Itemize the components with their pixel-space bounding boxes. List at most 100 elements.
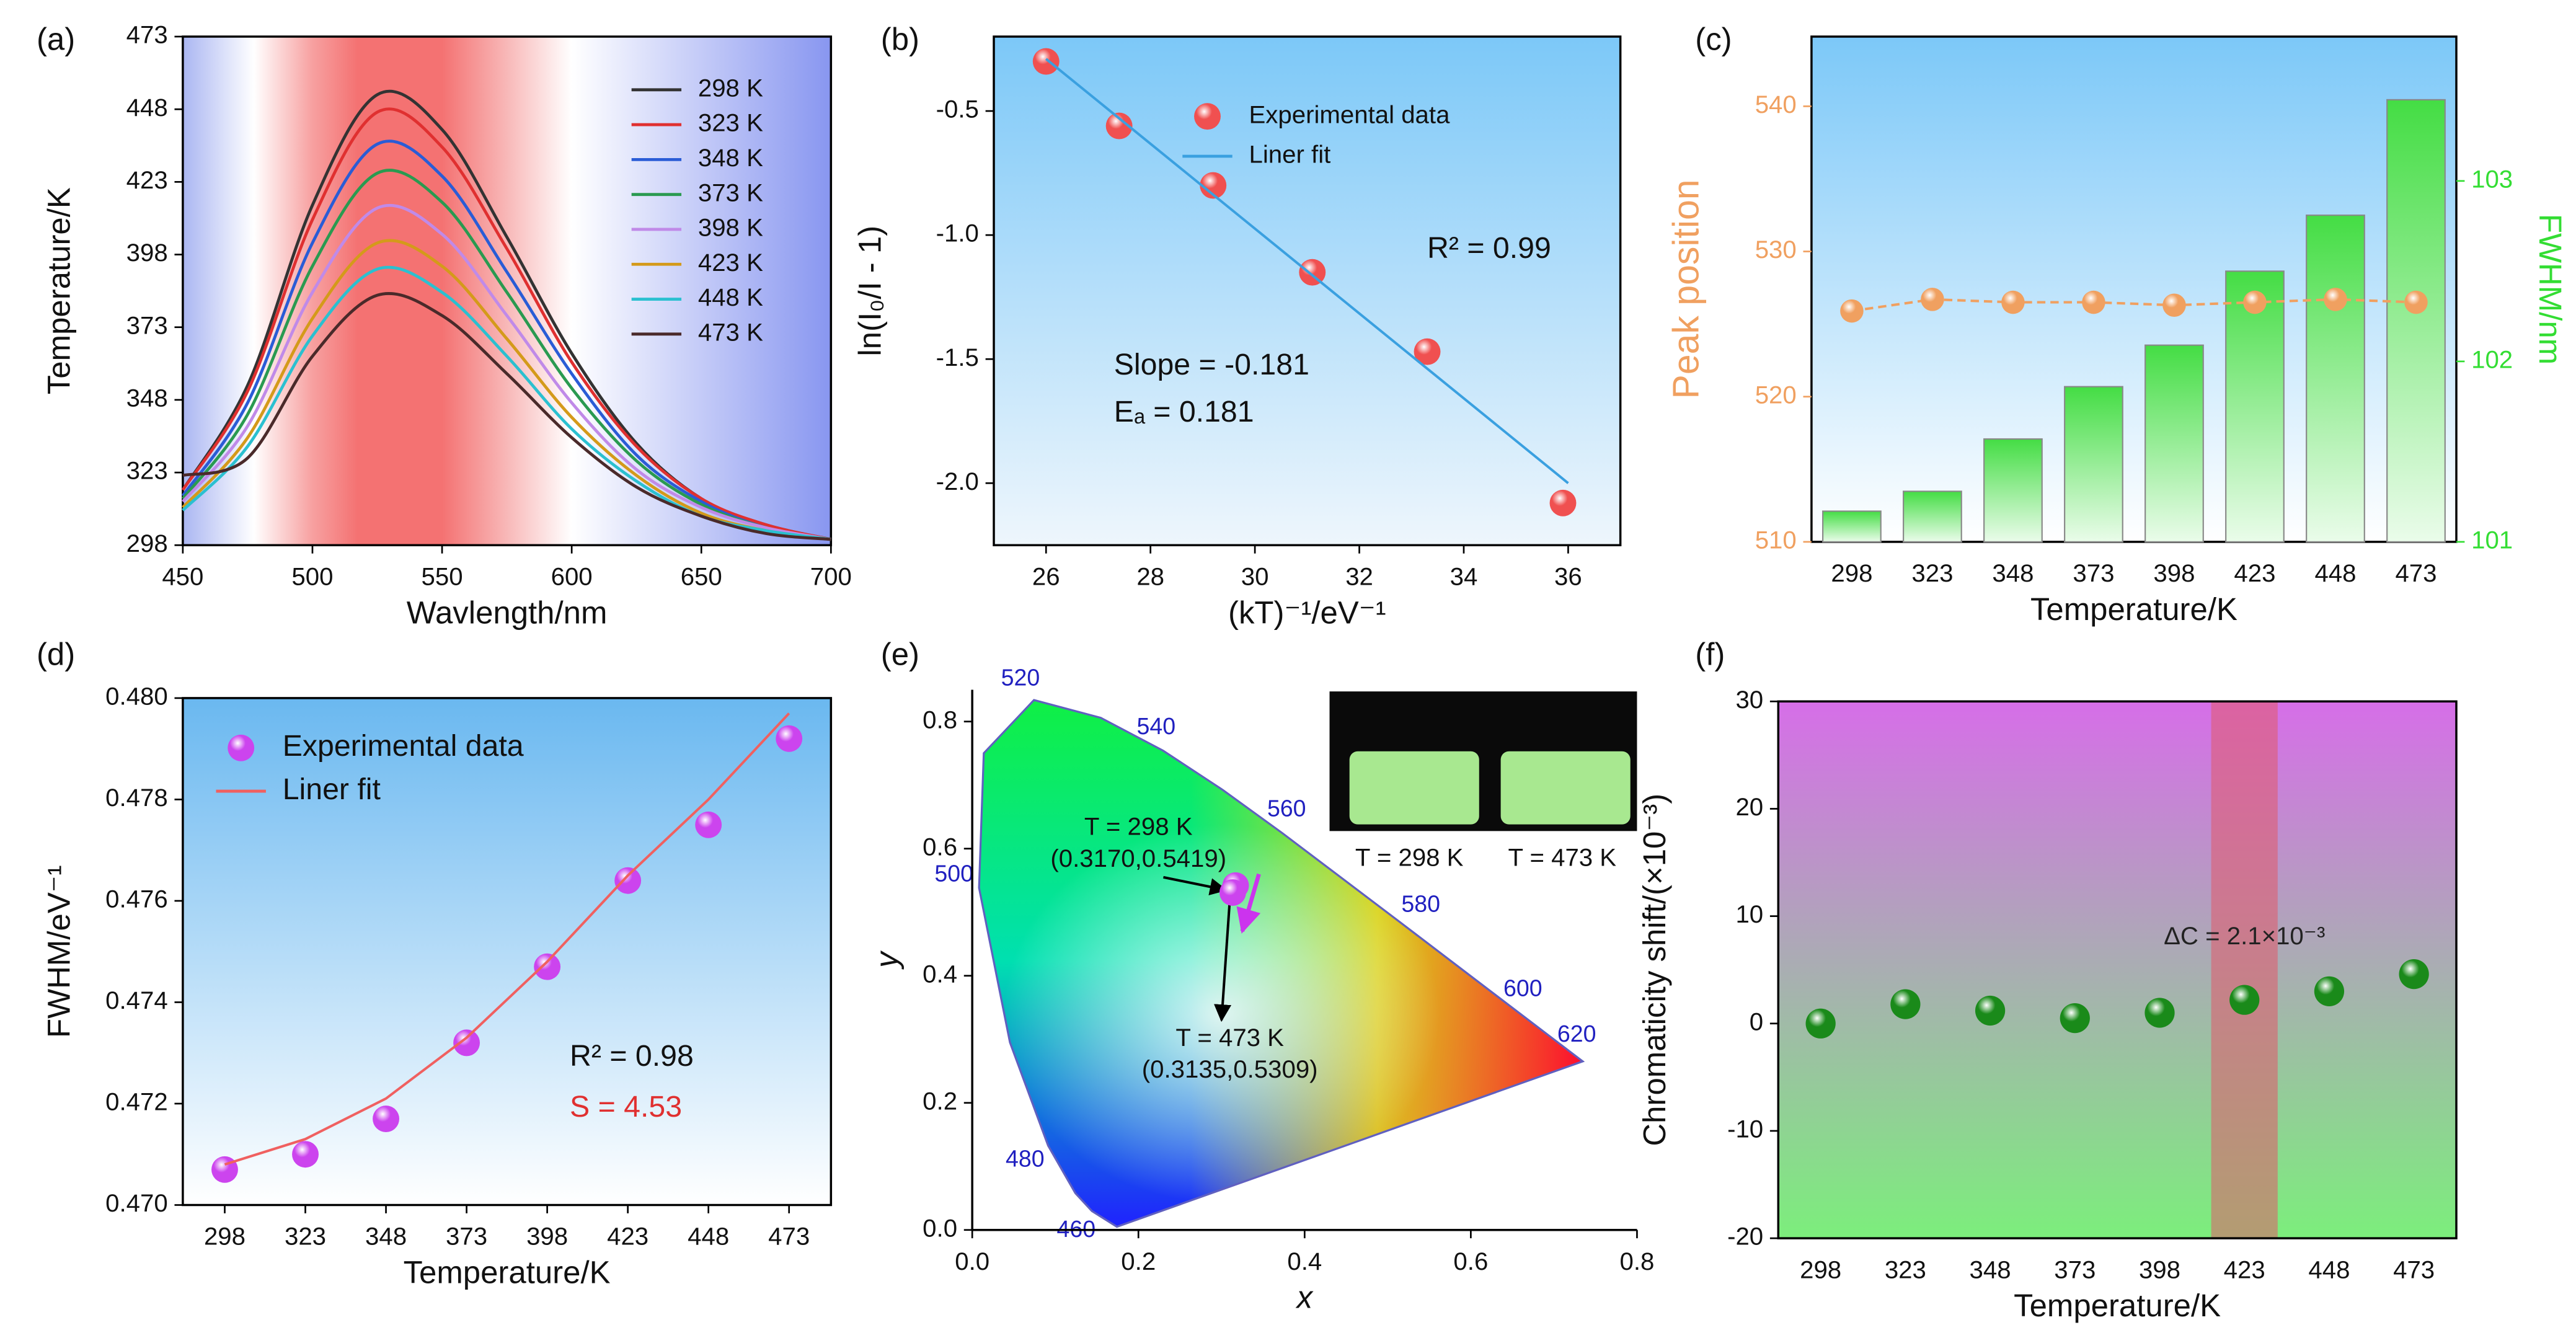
annotation: T = 473 K: [1175, 1024, 1284, 1052]
marker: [1921, 288, 1944, 311]
bar: [1983, 438, 2043, 543]
x-tick-label: 373: [2073, 559, 2114, 587]
y-tick-label: 423: [126, 166, 168, 194]
bar: [1903, 490, 1962, 543]
legend-label: Experimental data: [283, 729, 524, 763]
x-tick-label: 423: [2224, 1256, 2265, 1283]
y2-tick-label: 102: [2471, 346, 2513, 374]
line: [182, 291, 831, 541]
x-tick-label: 34: [1450, 563, 1478, 591]
x-tick-label: 398: [2153, 559, 2195, 587]
y-tick-label: 348: [126, 384, 168, 412]
y-tick-label: 0.474: [105, 986, 168, 1014]
y2-tick-label: 101: [2471, 526, 2513, 554]
point: [211, 1156, 238, 1183]
wavelength-label: 580: [1401, 890, 1440, 916]
x-tick-label: 550: [422, 563, 463, 591]
line: [181, 107, 831, 541]
x-tick-label: 348: [1992, 559, 2034, 587]
x-tick-label: 700: [810, 563, 852, 591]
x-axis-label: Temperature/K: [2030, 591, 2237, 627]
wavelength-label: 600: [1503, 975, 1543, 1001]
plot-frame: [1810, 35, 2458, 543]
point: [1549, 489, 1577, 516]
point: [1299, 259, 1326, 286]
x-tick-label: 0.4: [1287, 1247, 1322, 1275]
x-tick-label: 0.6: [1453, 1247, 1488, 1275]
y-tick-label: 0.0: [923, 1214, 957, 1242]
marker: [2162, 293, 2186, 317]
y-tick-label: -20: [1727, 1223, 1763, 1251]
x-axis-label: Wavlength/nm: [407, 595, 608, 630]
x-tick-label: 36: [1554, 563, 1582, 591]
y-tick-label: 530: [1755, 236, 1797, 264]
x-axis-label: Temperature/K: [2014, 1288, 2221, 1323]
inset-label: T = 473 K: [1508, 844, 1616, 872]
point: [1414, 338, 1441, 365]
legend-swatch: [1194, 103, 1221, 130]
x-tick-label: 473: [2395, 559, 2437, 587]
y-tick-label: 20: [1735, 793, 1763, 821]
x-tick-label: 373: [446, 1223, 487, 1251]
x-tick-label: 298: [204, 1223, 246, 1251]
y-axis-label: Peak position: [1666, 179, 1707, 399]
x-tick-label: 323: [285, 1223, 326, 1251]
y-tick-label: 448: [126, 94, 168, 122]
y2-axis-label: FWHM/nm: [2533, 214, 2568, 365]
y-tick-label: 0.472: [105, 1088, 168, 1116]
plot-frame: [993, 35, 1622, 547]
x-tick-label: 0.8: [1619, 1247, 1654, 1275]
x-tick-label: 398: [526, 1223, 568, 1251]
wavelength-label: 620: [1557, 1021, 1596, 1047]
arrow: [1213, 899, 1232, 1022]
annotation: (0.3135,0.5309): [1142, 1055, 1318, 1083]
marker: [2082, 290, 2105, 314]
x-tick-label: 28: [1136, 563, 1164, 591]
line: [182, 239, 831, 541]
marker: [1840, 299, 1864, 323]
x-tick-label: 398: [2139, 1256, 2180, 1283]
legend-label: 448 K: [698, 283, 763, 311]
y-tick-label: 0.476: [105, 885, 168, 913]
arrow: [1163, 875, 1228, 896]
y-tick-label: 0.6: [923, 833, 957, 861]
point: [1805, 1008, 1836, 1039]
y-tick-label: 398: [126, 239, 168, 267]
y-axis-label: y: [869, 950, 905, 970]
x-tick-label: 26: [1032, 563, 1060, 591]
annotation: R² = 0.98: [570, 1039, 694, 1073]
point: [453, 1029, 480, 1057]
legend-label: 298 K: [698, 74, 763, 102]
inset-label: T = 298 K: [1355, 844, 1464, 872]
y2-tick-label: 103: [2471, 165, 2513, 193]
line: [1045, 58, 1569, 484]
bar: [2144, 344, 2204, 543]
y-axis-label: Chromaticity shift/(×10⁻³): [1637, 794, 1672, 1146]
panel-label: (d): [37, 636, 75, 671]
legend-swatch: [228, 734, 255, 761]
y-tick-label: 323: [126, 457, 168, 485]
x-tick-label: 298: [1831, 559, 1872, 587]
legend-label: Liner fit: [1249, 141, 1331, 169]
y-tick-label: 0.2: [923, 1087, 957, 1115]
x-tick-label: 600: [551, 563, 593, 591]
y-axis-label: FWHM/eV⁻¹: [42, 865, 77, 1038]
y-tick-label: 0.4: [923, 960, 957, 988]
legend-label: 323 K: [698, 109, 763, 137]
plot-background: [994, 37, 1621, 546]
highlight-band: [2211, 701, 2278, 1239]
annotation: (0.3170,0.5419): [1050, 844, 1226, 872]
marker: [2243, 290, 2267, 314]
x-tick-label: 448: [2308, 1256, 2350, 1283]
point: [695, 811, 722, 838]
point: [2314, 976, 2345, 1006]
y-tick-label: 0: [1750, 1008, 1763, 1035]
x-tick-label: 32: [1345, 563, 1373, 591]
line: [181, 140, 831, 541]
line: [181, 169, 831, 541]
x-tick-label: 500: [291, 563, 333, 591]
x-tick-label: 423: [607, 1223, 648, 1251]
legend-label: 423 K: [698, 249, 763, 277]
x-tick-label: 650: [681, 563, 722, 591]
